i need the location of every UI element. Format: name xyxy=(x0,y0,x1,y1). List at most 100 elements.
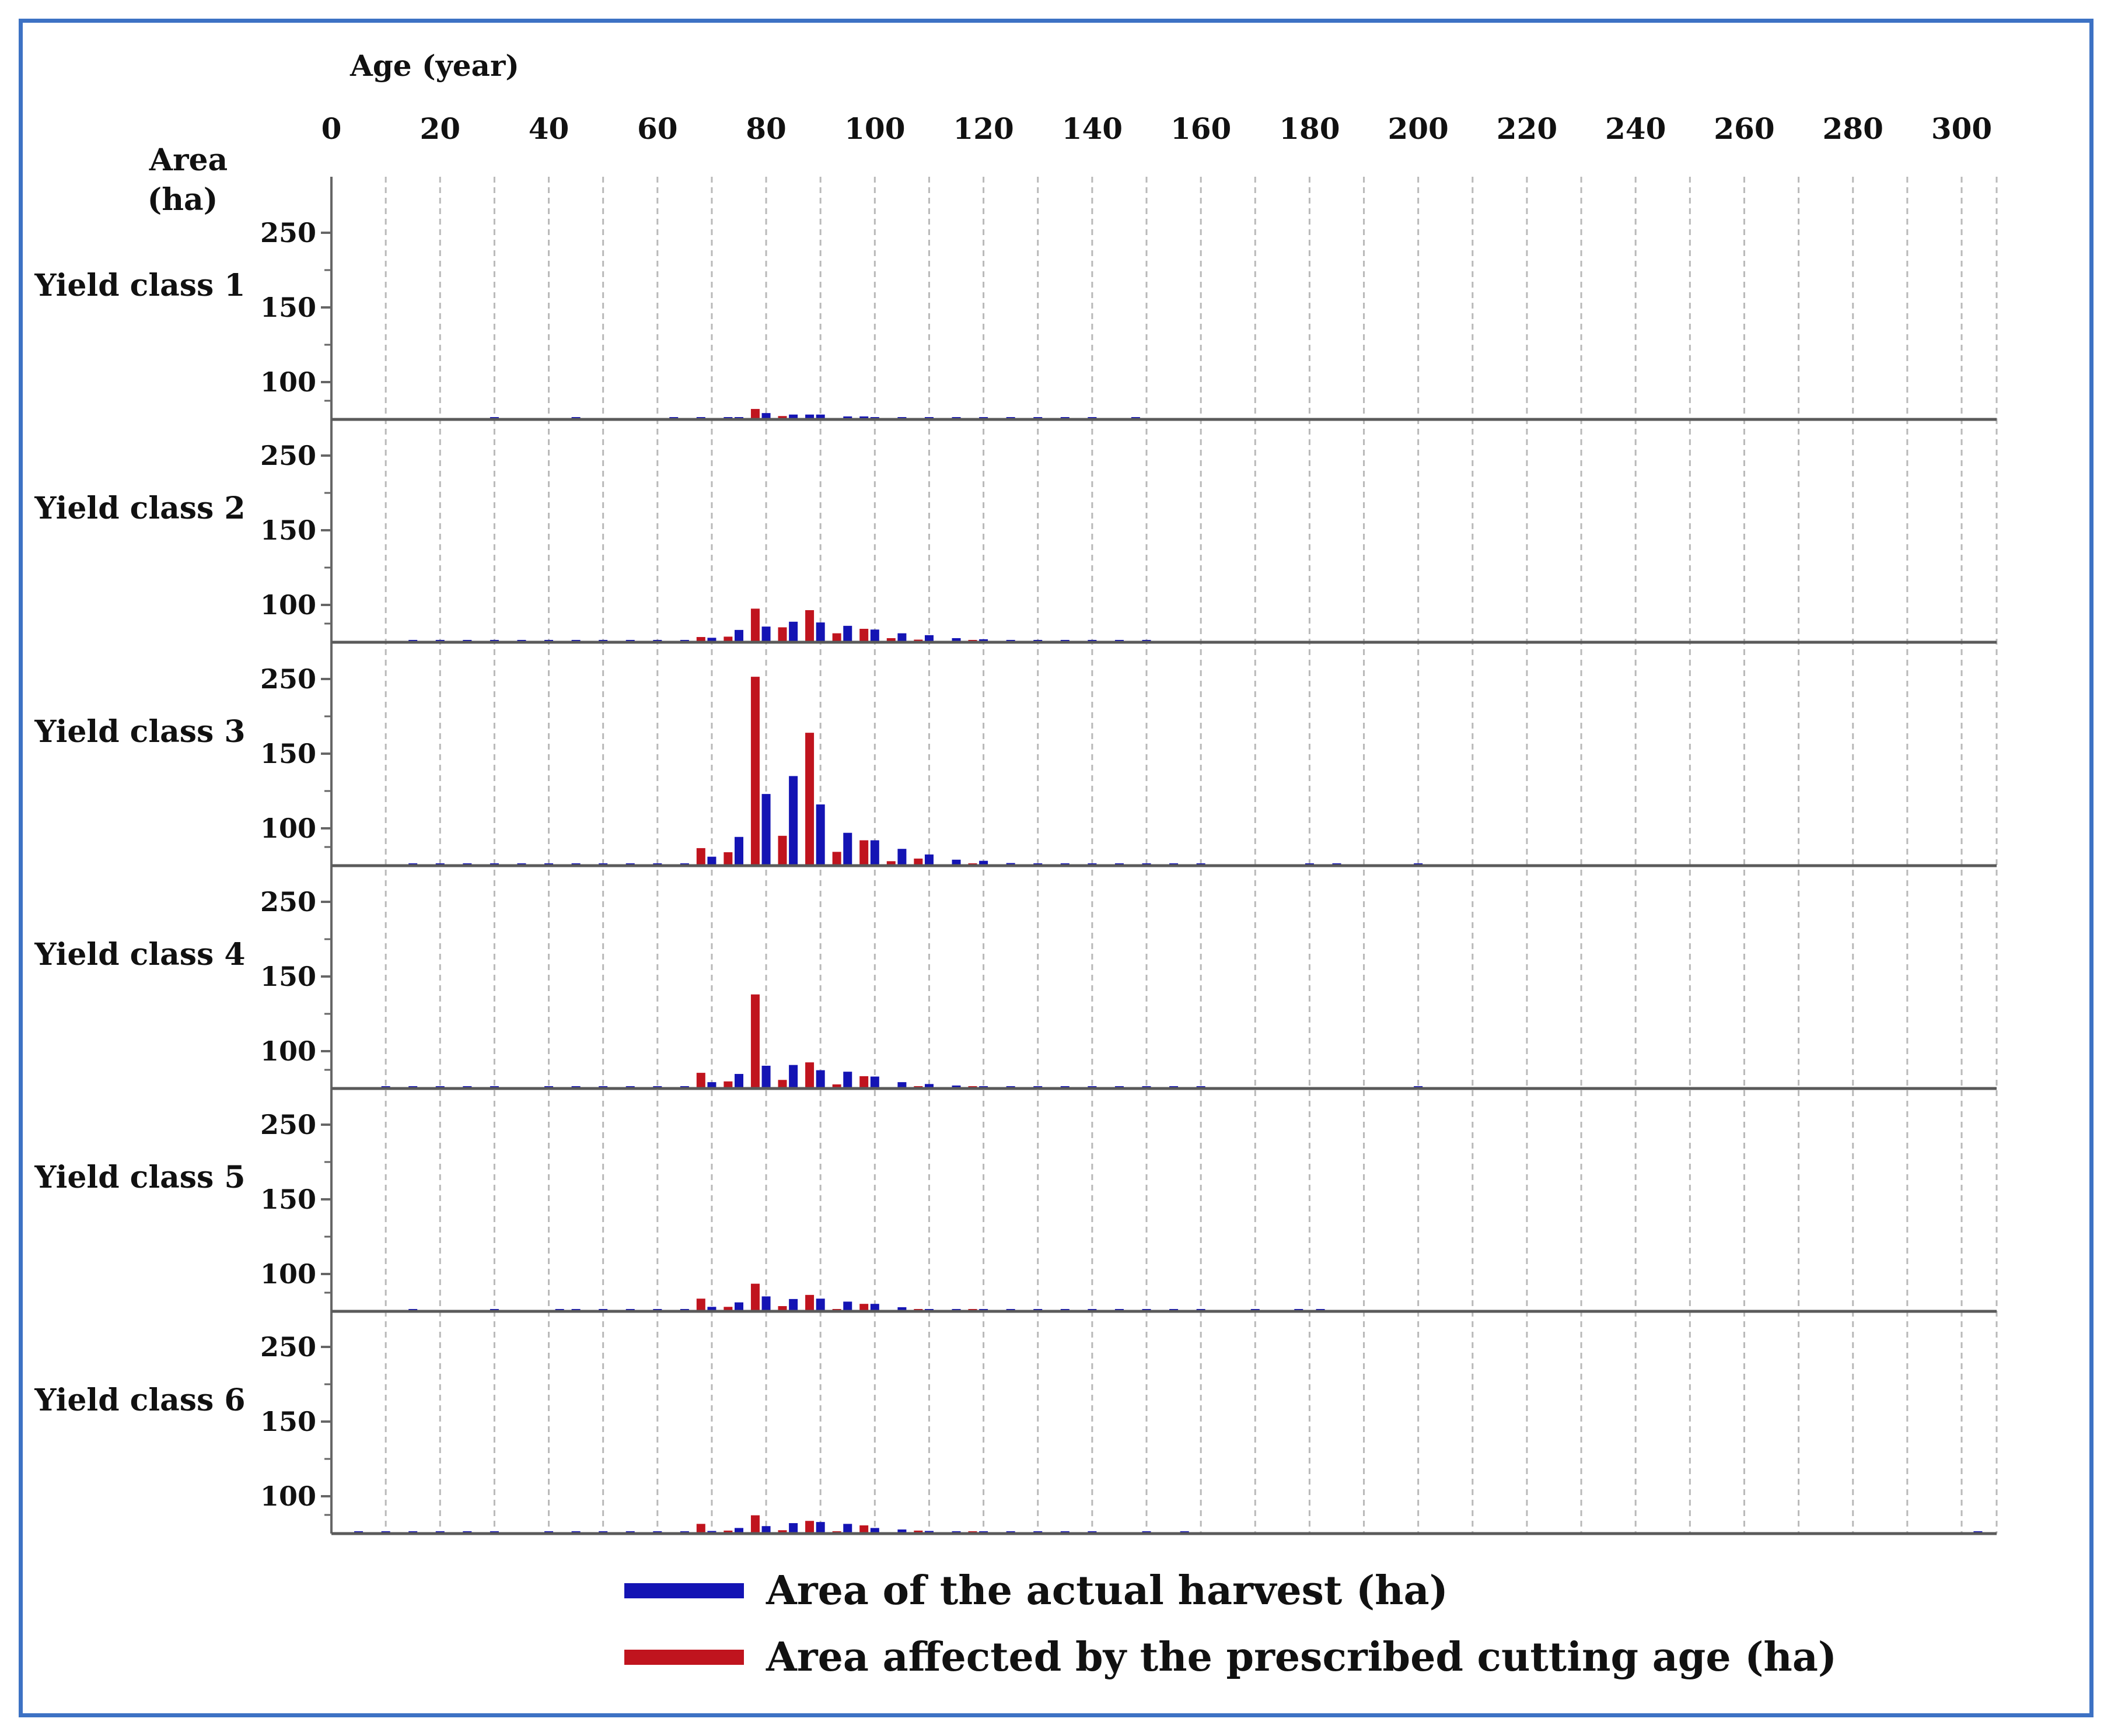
bar-actual-class2-age85 xyxy=(789,621,798,642)
bar-actual-class1-age85 xyxy=(789,414,798,419)
bar-actual-class6-age80 xyxy=(761,1526,771,1534)
bar-prescribed-class4-age68 xyxy=(696,1073,705,1088)
bar-actual-class2-age110 xyxy=(924,635,934,642)
x-tick-label-200: 200 xyxy=(1387,111,1448,146)
x-tick-label-60: 60 xyxy=(637,111,678,146)
bar-prescribed-class3-age83 xyxy=(778,835,787,866)
bar-actual-class3-age80 xyxy=(761,794,771,866)
bar-prescribed-class2-age103 xyxy=(886,638,896,642)
bar-prescribed-class3-age103 xyxy=(886,861,896,866)
bar-actual-class3-age105 xyxy=(897,849,907,866)
bar-actual-class2-age115 xyxy=(952,638,961,642)
x-tick-label-180: 180 xyxy=(1279,111,1340,146)
y-tick-label-6-150: 150 xyxy=(260,1406,316,1437)
y-tick-label-1-100: 100 xyxy=(260,366,316,398)
bar-actual-class2-age95 xyxy=(843,625,852,642)
bar-prescribed-class2-age73 xyxy=(724,636,733,642)
bar-actual-class6-age95 xyxy=(843,1524,852,1534)
bar-prescribed-class4-age98 xyxy=(859,1076,869,1088)
y-tick-label-6-250: 250 xyxy=(260,1331,316,1363)
bar-prescribed-class6-age98 xyxy=(859,1525,869,1534)
bar-prescribed-class2-age88 xyxy=(805,610,815,642)
x-tick-label-280: 280 xyxy=(1823,111,1883,146)
bar-prescribed-class6-age68 xyxy=(696,1524,705,1534)
bar-prescribed-class4-age93 xyxy=(832,1084,841,1088)
bar-actual-class4-age70 xyxy=(707,1082,717,1088)
x-tick-label-20: 20 xyxy=(420,111,460,146)
bar-prescribed-class4-age78 xyxy=(750,994,760,1088)
bar-actual-class1-age95 xyxy=(843,416,852,419)
y-tick-label-1-250: 250 xyxy=(260,217,316,249)
bar-actual-class5-age70 xyxy=(707,1307,717,1311)
bar-prescribed-class3-age68 xyxy=(696,848,705,866)
bar-prescribed-class6-age73 xyxy=(724,1530,733,1534)
y-axis-title-line2: (ha) xyxy=(148,182,218,218)
bar-actual-class5-age100 xyxy=(870,1304,879,1311)
bar-actual-class1-age98 xyxy=(859,416,869,419)
bar-actual-class2-age75 xyxy=(735,629,743,642)
bar-prescribed-class2-age98 xyxy=(859,628,869,642)
bar-prescribed-class2-age78 xyxy=(750,608,760,642)
y-tick-label-2-250: 250 xyxy=(260,440,316,471)
bar-actual-class6-age105 xyxy=(897,1529,907,1534)
y-tick-label-5-150: 150 xyxy=(260,1184,316,1215)
bar-prescribed-class5-age88 xyxy=(805,1294,815,1311)
y-tick-label-5-250: 250 xyxy=(260,1109,316,1140)
bar-actual-class3-age110 xyxy=(924,854,934,866)
x-tick-label-40: 40 xyxy=(529,111,569,146)
bar-prescribed-class1-age78 xyxy=(750,409,760,419)
y-tick-label-2-100: 100 xyxy=(260,589,316,621)
bar-actual-class6-age100 xyxy=(870,1528,879,1534)
bar-actual-class1-age88 xyxy=(805,414,815,419)
x-tick-label-260: 260 xyxy=(1714,111,1774,146)
bar-actual-class5-age105 xyxy=(897,1307,907,1311)
bar-actual-class6-age75 xyxy=(735,1528,743,1534)
y-tick-label-4-250: 250 xyxy=(260,886,316,918)
bar-actual-class4-age105 xyxy=(897,1082,907,1088)
bar-actual-class5-age95 xyxy=(843,1301,852,1311)
bar-actual-class5-age80 xyxy=(761,1296,771,1311)
panel-label-yield-class-3: Yield class 3 xyxy=(34,714,245,750)
bar-actual-class4-age80 xyxy=(761,1065,771,1088)
bar-actual-class4-age115 xyxy=(952,1085,961,1088)
bar-actual-class3-age85 xyxy=(789,776,798,866)
bar-actual-class4-age110 xyxy=(924,1084,934,1088)
panel-label-yield-class-5: Yield class 5 xyxy=(34,1160,245,1195)
legend-label-actual: Area of the actual harvest (ha) xyxy=(766,1567,1448,1614)
bar-actual-class3-age100 xyxy=(870,840,879,866)
legend-label-prescribed: Area affected by the prescribed cutting … xyxy=(766,1634,1837,1681)
y-tick-label-6-100: 100 xyxy=(260,1480,316,1512)
bar-actual-class2-age120 xyxy=(979,639,988,642)
bar-actual-class3-age90 xyxy=(816,804,825,866)
y-tick-label-4-150: 150 xyxy=(260,961,316,992)
x-tick-label-160: 160 xyxy=(1170,111,1231,146)
bar-actual-class2-age90 xyxy=(816,622,825,642)
bar-prescribed-class5-age83 xyxy=(778,1306,787,1311)
bar-prescribed-class6-age83 xyxy=(778,1530,787,1534)
bar-prescribed-class3-age78 xyxy=(750,677,760,866)
bar-prescribed-class1-age83 xyxy=(778,416,787,419)
x-tick-label-0: 0 xyxy=(321,111,342,146)
x-tick-label-120: 120 xyxy=(953,111,1013,146)
x-tick-label-80: 80 xyxy=(746,111,787,146)
y-tick-label-4-100: 100 xyxy=(260,1035,316,1067)
x-tick-label-300: 300 xyxy=(1931,111,1992,146)
bar-actual-class2-age100 xyxy=(870,629,879,642)
bar-actual-class3-age70 xyxy=(707,856,717,866)
bar-actual-class4-age85 xyxy=(789,1065,798,1088)
bar-prescribed-class2-age83 xyxy=(778,627,787,642)
panel-label-yield-class-4: Yield class 4 xyxy=(34,937,245,972)
bar-actual-class1-age90 xyxy=(816,414,825,419)
bar-actual-class6-age90 xyxy=(816,1522,825,1534)
bar-prescribed-class3-age108 xyxy=(914,858,923,866)
bar-prescribed-class5-age73 xyxy=(724,1307,733,1311)
bar-prescribed-class5-age78 xyxy=(750,1283,760,1311)
y-axis-title-line1: Area xyxy=(149,142,228,178)
x-tick-label-100: 100 xyxy=(844,111,905,146)
bar-actual-class4-age90 xyxy=(816,1070,825,1088)
bar-prescribed-class5-age68 xyxy=(696,1298,705,1311)
panel-label-yield-class-6: Yield class 6 xyxy=(34,1382,245,1418)
bar-actual-class3-age75 xyxy=(735,836,743,866)
figure-frame xyxy=(19,19,2093,1717)
